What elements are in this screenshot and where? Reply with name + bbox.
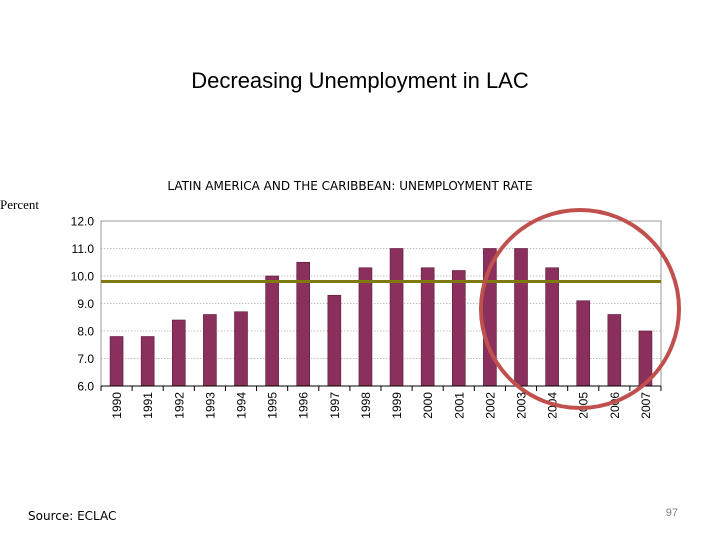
slide-title: Decreasing Unemployment in LAC [191, 68, 529, 93]
x-tick-label: 1994 [235, 392, 249, 419]
bar [389, 248, 404, 387]
bar [109, 336, 124, 387]
x-tick-label: 2002 [483, 392, 497, 419]
bar [327, 294, 342, 387]
bar [545, 267, 559, 387]
bar [203, 314, 217, 387]
x-tick-label: 2000 [421, 392, 435, 419]
x-tick-label: 1995 [266, 392, 280, 419]
y-tick-label: 9.0 [77, 297, 94, 311]
y-tick-label: 6.0 [77, 380, 94, 394]
x-tick-label: 1998 [359, 392, 373, 419]
chart-title: LATIN AMERICA AND THE CARIBBEAN: UNEMPLO… [167, 179, 533, 193]
x-tick-label: 1999 [390, 392, 404, 419]
bar [171, 319, 186, 387]
x-tick-label: 1992 [172, 392, 186, 419]
bar [514, 248, 528, 387]
y-tick-label: 8.0 [77, 325, 94, 339]
y-axis-label: Percent [0, 197, 39, 212]
y-tick-label: 11.0 [72, 242, 95, 256]
bar [451, 270, 466, 387]
bar [234, 311, 248, 387]
x-tick-label: 1997 [328, 392, 342, 419]
y-tick-label: 10.0 [71, 270, 95, 284]
x-tick-label: 1991 [141, 392, 155, 419]
bar [265, 275, 279, 387]
bar [140, 336, 155, 387]
x-tick-label: 2005 [577, 392, 591, 419]
y-tick-label: 7.0 [77, 352, 94, 366]
y-tick-label: 12.0 [71, 215, 95, 229]
x-tick-label: 2001 [452, 392, 466, 419]
source-note: Source: ECLAC [28, 509, 117, 523]
page-number: 97 [665, 507, 678, 519]
x-tick-label: 1996 [297, 392, 311, 419]
x-tick-label: 1990 [110, 392, 124, 419]
x-tick-label: 2003 [515, 392, 529, 419]
x-tick-label: 1993 [203, 392, 217, 419]
bar [420, 267, 435, 387]
highlight-circle [479, 208, 681, 410]
bar [358, 267, 373, 387]
bar [576, 300, 591, 387]
x-tick-label: 2007 [639, 392, 653, 419]
bar [607, 314, 622, 387]
